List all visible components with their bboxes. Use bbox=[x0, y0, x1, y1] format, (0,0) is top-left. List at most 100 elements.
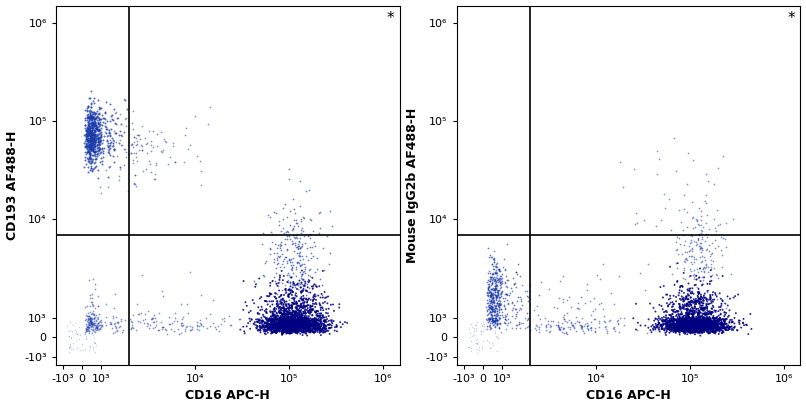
Point bbox=[85, 318, 98, 325]
Point bbox=[687, 315, 700, 322]
Point bbox=[81, 164, 94, 171]
Point bbox=[484, 305, 497, 311]
Point bbox=[683, 328, 696, 335]
Point bbox=[88, 328, 101, 335]
Point bbox=[484, 288, 496, 295]
Point bbox=[468, 322, 481, 328]
Point bbox=[294, 322, 307, 329]
Point bbox=[91, 151, 104, 157]
Point bbox=[484, 302, 497, 309]
Point bbox=[685, 328, 698, 335]
Point bbox=[668, 317, 681, 324]
Point bbox=[285, 299, 298, 306]
Point bbox=[290, 293, 303, 299]
Point bbox=[94, 124, 107, 131]
Point bbox=[712, 319, 725, 326]
Point bbox=[704, 322, 717, 328]
Point bbox=[83, 114, 96, 121]
Point bbox=[692, 321, 705, 328]
Point bbox=[678, 319, 691, 326]
Point bbox=[704, 325, 717, 331]
Point bbox=[704, 317, 717, 323]
Point bbox=[128, 172, 141, 179]
Point bbox=[63, 349, 76, 356]
Point bbox=[668, 134, 681, 141]
Point bbox=[704, 296, 717, 302]
Point bbox=[265, 321, 278, 327]
Point bbox=[692, 329, 705, 335]
Point bbox=[272, 322, 285, 328]
Point bbox=[269, 326, 282, 333]
Point bbox=[286, 327, 299, 334]
Point bbox=[297, 316, 310, 323]
Point bbox=[314, 326, 327, 333]
Point bbox=[693, 304, 706, 310]
Point bbox=[487, 322, 500, 328]
Point bbox=[280, 326, 293, 333]
Point bbox=[274, 306, 287, 313]
Point bbox=[689, 322, 702, 328]
Point bbox=[692, 312, 704, 319]
Point bbox=[694, 329, 707, 335]
Point bbox=[243, 315, 256, 322]
Point bbox=[313, 326, 326, 333]
Point bbox=[288, 317, 301, 324]
Point bbox=[711, 321, 724, 328]
Point bbox=[511, 293, 524, 300]
Point bbox=[665, 326, 678, 333]
Point bbox=[696, 316, 709, 323]
Point bbox=[699, 264, 712, 271]
Point bbox=[490, 270, 503, 277]
Point bbox=[290, 300, 303, 306]
Point bbox=[484, 311, 497, 317]
Point bbox=[79, 132, 92, 138]
Point bbox=[695, 234, 708, 241]
Point bbox=[91, 126, 104, 133]
Point bbox=[261, 324, 274, 331]
Point bbox=[269, 295, 282, 302]
Point bbox=[309, 326, 322, 333]
Point bbox=[276, 327, 289, 334]
Point bbox=[89, 110, 102, 116]
Point bbox=[667, 324, 680, 331]
Point bbox=[513, 324, 526, 331]
Point bbox=[709, 309, 722, 315]
Point bbox=[671, 320, 684, 327]
Point bbox=[483, 325, 496, 332]
Point bbox=[84, 323, 97, 329]
Point bbox=[303, 277, 316, 284]
Point bbox=[89, 122, 102, 129]
Point bbox=[666, 328, 679, 334]
Point bbox=[507, 280, 520, 287]
Point bbox=[702, 308, 715, 315]
Point bbox=[692, 319, 705, 325]
Point bbox=[278, 319, 291, 326]
Point bbox=[298, 323, 311, 329]
Point bbox=[86, 132, 99, 139]
Point bbox=[693, 325, 706, 332]
Point bbox=[95, 122, 108, 129]
Point bbox=[106, 153, 119, 160]
Point bbox=[301, 322, 314, 328]
Point bbox=[301, 328, 314, 335]
Point bbox=[104, 139, 117, 146]
Point bbox=[89, 111, 102, 117]
Point bbox=[692, 327, 705, 333]
Point bbox=[655, 323, 668, 329]
Point bbox=[62, 333, 75, 340]
Point bbox=[674, 284, 687, 290]
Point bbox=[570, 305, 583, 311]
Point bbox=[700, 325, 713, 331]
Point bbox=[706, 329, 719, 335]
Point bbox=[484, 322, 496, 328]
Point bbox=[507, 275, 520, 282]
Point bbox=[289, 217, 302, 223]
Point bbox=[692, 306, 704, 312]
Point bbox=[306, 323, 319, 329]
Point bbox=[314, 325, 326, 331]
Point bbox=[283, 320, 296, 326]
Point bbox=[88, 335, 101, 341]
Point bbox=[316, 326, 329, 333]
Point bbox=[270, 322, 283, 329]
Point bbox=[272, 319, 285, 325]
